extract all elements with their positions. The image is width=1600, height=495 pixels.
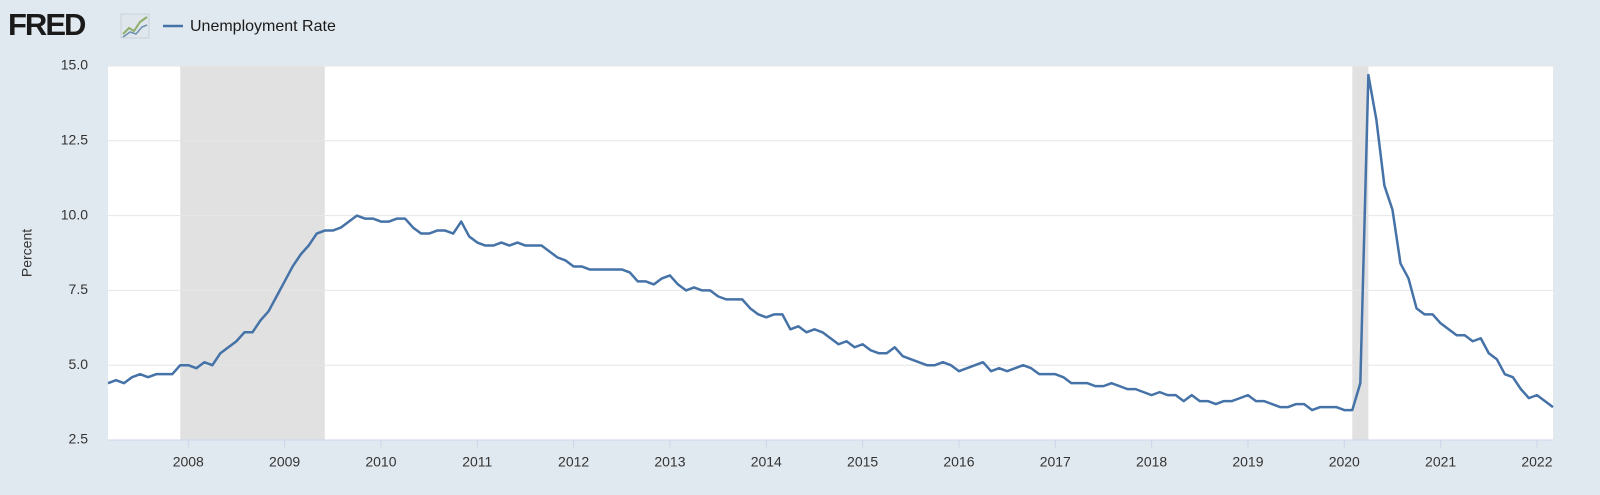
y-tick-label: 5.0 <box>69 356 89 372</box>
y-tick-label: 10.0 <box>61 206 88 222</box>
x-tick-label: 2016 <box>943 454 974 470</box>
y-tick-label: 12.5 <box>61 132 88 148</box>
x-tick-label: 2018 <box>1136 454 1167 470</box>
logo: FRED <box>8 7 86 42</box>
x-tick-label: 2011 <box>462 454 492 470</box>
y-tick-label: 7.5 <box>69 281 89 297</box>
x-tick-label: 2012 <box>558 454 589 470</box>
data-line <box>107 73 1554 412</box>
x-tick-label: 2008 <box>173 454 204 470</box>
y-tick-label: 2.5 <box>69 431 89 447</box>
x-tick-label: 2014 <box>751 454 782 470</box>
x-tick-label: 2019 <box>1232 454 1263 470</box>
x-tick-label: 2015 <box>847 454 878 470</box>
x-tick-label: 2009 <box>269 454 300 470</box>
x-tick-label: 2017 <box>1040 454 1071 470</box>
y-tick-label: 15.0 <box>61 57 88 73</box>
x-tick-label: 2022 <box>1521 454 1552 470</box>
x-tick-label: 2010 <box>365 454 396 470</box>
logo-icon <box>120 13 150 39</box>
recession-band <box>1352 66 1369 440</box>
x-tick-label: 2021 <box>1425 454 1456 470</box>
plot-area <box>108 66 1553 440</box>
x-tick-label: 2020 <box>1329 454 1360 470</box>
x-tick-label: 2013 <box>654 454 685 470</box>
legend-label: Unemployment Rate <box>190 18 336 35</box>
y-axis-label: Percent <box>19 229 35 277</box>
